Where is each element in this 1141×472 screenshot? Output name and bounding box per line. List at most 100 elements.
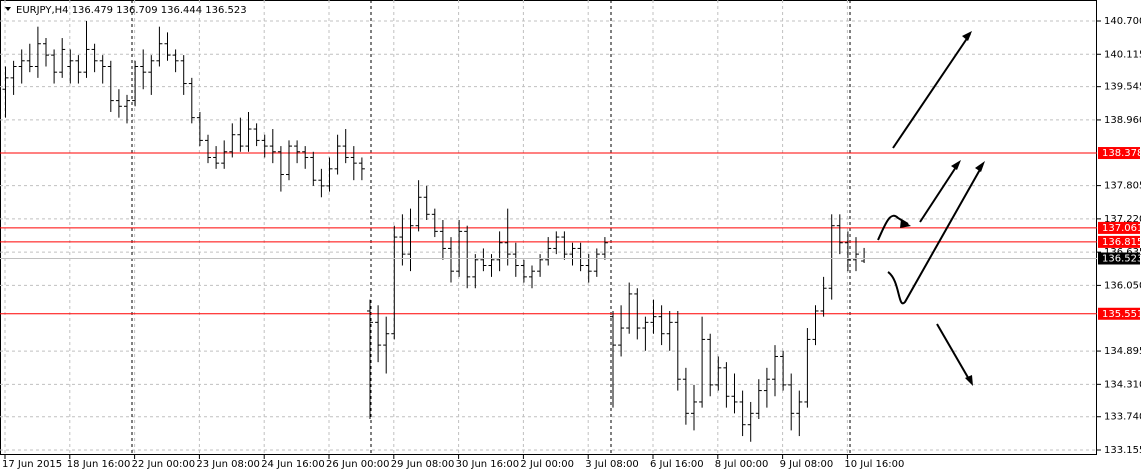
y-tick-label: 137.805 bbox=[1104, 181, 1141, 192]
arrow-head bbox=[975, 161, 985, 172]
ohlc-bar bbox=[83, 21, 90, 78]
arrow-head bbox=[962, 31, 972, 41]
x-tick-label: 30 Jun 16:00 bbox=[456, 459, 520, 470]
ohlc-bar bbox=[26, 43, 33, 73]
level-label: 136.815 bbox=[1102, 237, 1141, 248]
ohlc-bar bbox=[245, 111, 252, 152]
ohlc-bar bbox=[780, 350, 787, 391]
ohlc-bar bbox=[237, 117, 244, 152]
ohlc-bar bbox=[788, 373, 795, 431]
ohlc-bar bbox=[634, 288, 641, 340]
y-tick-label: 139.545 bbox=[1104, 82, 1141, 93]
ohlc-bar bbox=[367, 299, 373, 420]
ohlc-bar bbox=[804, 328, 811, 408]
ohlc-bar bbox=[699, 316, 706, 408]
ohlc-bar bbox=[480, 248, 487, 272]
ohlc-bar bbox=[593, 248, 600, 277]
level-label: 135.551 bbox=[1102, 309, 1141, 320]
ohlc-bar bbox=[383, 316, 390, 374]
ohlc-bar bbox=[431, 208, 438, 238]
ohlc-bar bbox=[99, 55, 106, 84]
ohlc-bar bbox=[407, 208, 414, 272]
y-tick-label: 138.960 bbox=[1104, 115, 1141, 126]
ohlc-bar bbox=[205, 134, 211, 164]
x-tick-label: 3 Jul 08:00 bbox=[585, 459, 639, 470]
x-tick-label: 23 Jun 08:00 bbox=[196, 459, 260, 470]
ohlc-bar bbox=[747, 401, 754, 442]
ohlc-bar bbox=[34, 26, 41, 78]
ohlc-bar bbox=[261, 134, 268, 158]
ohlc-bar bbox=[723, 362, 730, 408]
ohlc-bar bbox=[553, 231, 560, 255]
ohlc-bar bbox=[51, 49, 58, 84]
ohlc-bar bbox=[148, 55, 155, 95]
ohlc-bar bbox=[682, 367, 689, 425]
ohlc-bar bbox=[472, 254, 479, 289]
ohlc-bar bbox=[448, 237, 454, 283]
plot bbox=[0, 0, 1097, 455]
ohlc-bar bbox=[172, 49, 179, 73]
y-tick-label: 140.115 bbox=[1104, 49, 1141, 60]
ohlc-bar bbox=[115, 89, 122, 118]
ohlc-bar bbox=[626, 282, 633, 334]
ohlc-bar bbox=[302, 146, 309, 169]
ohlc-bar bbox=[674, 310, 681, 391]
ohlc-bar bbox=[415, 180, 422, 232]
arrow-head bbox=[900, 219, 911, 228]
ohlc-bar bbox=[310, 151, 317, 186]
ohlc-bar bbox=[294, 140, 301, 164]
ohlc-bar bbox=[399, 214, 406, 266]
forecast-arrow bbox=[919, 163, 959, 223]
y-tick-label: 137.220 bbox=[1104, 214, 1141, 225]
ohlc-bar bbox=[828, 214, 835, 300]
ohlc-bar bbox=[715, 356, 722, 391]
menu-triangle[interactable] bbox=[5, 7, 11, 11]
forecast-arrow bbox=[936, 323, 971, 382]
ohlc-bar bbox=[18, 49, 25, 84]
ohlc-bar bbox=[844, 231, 851, 272]
x-tick-label: 6 Jul 16:00 bbox=[650, 459, 704, 470]
x-tick-label: 10 Jul 16:00 bbox=[844, 459, 904, 470]
ohlc-bar bbox=[836, 214, 843, 255]
ohlc-bar bbox=[156, 26, 163, 67]
level-box bbox=[1098, 221, 1140, 234]
ohlc-bar bbox=[512, 242, 519, 277]
y-tick-label: 134.310 bbox=[1104, 379, 1141, 390]
y-tick-label: 133.155 bbox=[1104, 445, 1141, 456]
ohlc-bar bbox=[464, 225, 471, 289]
ohlc-bar bbox=[739, 390, 746, 437]
ohlc-bar bbox=[601, 237, 608, 260]
ohlc-bar bbox=[67, 49, 74, 84]
ohlc-bar bbox=[666, 310, 673, 351]
ohlc-bar bbox=[504, 208, 511, 266]
level-box bbox=[1098, 235, 1140, 248]
x-tick-label: 8 Jul 00:00 bbox=[715, 459, 769, 470]
ohlc-bar bbox=[618, 305, 625, 357]
chart-title: EURJPY,H4 136.479 136.709 136.444 136.52… bbox=[16, 5, 247, 16]
ohlc-bar bbox=[488, 254, 495, 277]
x-tick-label: 22 Jun 00:00 bbox=[132, 459, 196, 470]
ohlc-bar bbox=[253, 123, 260, 147]
ohlc-bar bbox=[286, 140, 292, 181]
x-tick-label: 24 Jun 16:00 bbox=[261, 459, 325, 470]
ohlc-bar bbox=[853, 237, 859, 272]
ohlc-bar bbox=[91, 43, 98, 73]
x-tick-label: 9 Jul 08:00 bbox=[780, 459, 834, 470]
ohlc-bar bbox=[196, 111, 203, 147]
ohlc-bar bbox=[577, 242, 584, 272]
ohlc-bar bbox=[350, 146, 357, 181]
y-tick-label: 140.700 bbox=[1104, 16, 1141, 27]
ohlc-bar bbox=[43, 38, 49, 67]
ohlc-bar bbox=[59, 38, 66, 78]
ohlc-bar bbox=[537, 254, 544, 277]
ohlc-bar bbox=[691, 384, 697, 431]
ohlc-bar bbox=[318, 168, 325, 198]
level-box bbox=[1098, 307, 1140, 320]
ohlc-bar bbox=[439, 220, 446, 260]
arrow-head bbox=[951, 160, 961, 170]
ohlc-bar bbox=[561, 231, 568, 260]
ohlc-bar bbox=[755, 379, 762, 420]
x-tick-label: 29 Jun 08:00 bbox=[391, 459, 455, 470]
ohlc-bar bbox=[358, 157, 365, 181]
